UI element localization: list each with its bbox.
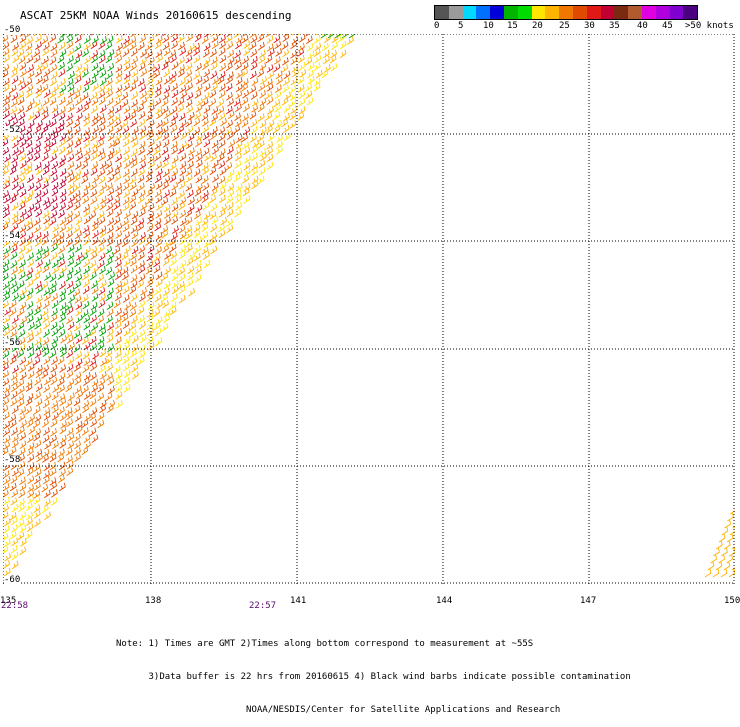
scale-swatch [572, 6, 587, 19]
latitude-label: -56 [4, 338, 21, 348]
scale-swatch [628, 6, 642, 19]
scale-label: 35 [609, 21, 620, 31]
scale-swatch [435, 6, 449, 19]
latitude-label: -60 [4, 575, 21, 585]
scale-swatch [448, 6, 463, 19]
scale-swatch [600, 6, 615, 19]
scale-swatch [655, 6, 670, 19]
scale-label: 25 [559, 21, 570, 31]
latitude-label: -50 [4, 25, 21, 35]
scale-label: 0 [434, 21, 440, 31]
scale-label: 45 [662, 21, 673, 31]
scale-swatch [476, 6, 491, 19]
scale-swatch [531, 6, 546, 19]
color-scale-labels: 0 5 10 15 20 25 30 35 40 45 >50 knots [434, 21, 734, 33]
scale-label: >50 knots [685, 21, 734, 31]
color-scale-bar [434, 5, 698, 20]
footnotes: Note: 1) Times are GMT 2)Times along bot… [116, 617, 631, 727]
scale-label: 5 [458, 21, 464, 31]
scale-swatch [503, 6, 518, 19]
scale-swatch [614, 6, 629, 19]
scale-label: 20 [532, 21, 543, 31]
longitude-label: 147 [580, 596, 597, 606]
scale-swatch [462, 6, 477, 19]
lat-lon-grid [3, 34, 735, 584]
wind-barbs-layer [3, 34, 735, 578]
scale-label: 40 [637, 21, 648, 31]
map-title: ASCAT 25KM NOAA Winds 20160615 descendin… [20, 9, 292, 22]
scale-swatch [559, 6, 573, 19]
wind-barbs [3, 34, 305, 374]
scale-swatch [517, 6, 532, 19]
longitude-label: 144 [436, 596, 453, 606]
latitude-label: -54 [4, 231, 21, 241]
scale-swatch [545, 6, 560, 19]
footnote-line-2: 3)Data buffer is 22 hrs from 20160615 4)… [116, 672, 631, 682]
footnote-line-1: Note: 1) Times are GMT 2)Times along bot… [116, 639, 534, 649]
scale-swatch [490, 6, 504, 19]
footnote-line-3: NOAA/NESDIS/Center for Satellite Applica… [116, 705, 561, 715]
wind-barbs [3, 34, 348, 560]
longitude-label: 150 [724, 596, 740, 606]
time-label-start: 22:58 [1, 601, 29, 611]
scale-swatch [683, 6, 698, 19]
wind-map-plot [3, 34, 735, 584]
scale-label: 10 [483, 21, 494, 31]
scale-label: 15 [507, 21, 518, 31]
latitude-label: -52 [4, 125, 21, 135]
wind-barbs [3, 34, 313, 499]
latitude-label: -58 [4, 455, 21, 465]
wind-barbs [3, 110, 67, 220]
scale-label: 30 [584, 21, 595, 31]
wind-barbs [3, 34, 356, 359]
longitude-label: 138 [145, 596, 162, 606]
time-label-mid: 22:57 [249, 601, 277, 611]
wind-speed-color-scale: 0 5 10 15 20 25 30 35 40 45 >50 knots [434, 5, 734, 35]
scale-swatch [669, 6, 684, 19]
longitude-label: 141 [290, 596, 307, 606]
scale-swatch [641, 6, 656, 19]
longitude-label: 135 [0, 596, 17, 606]
scale-swatch [586, 6, 601, 19]
wind-barbs [3, 34, 305, 499]
